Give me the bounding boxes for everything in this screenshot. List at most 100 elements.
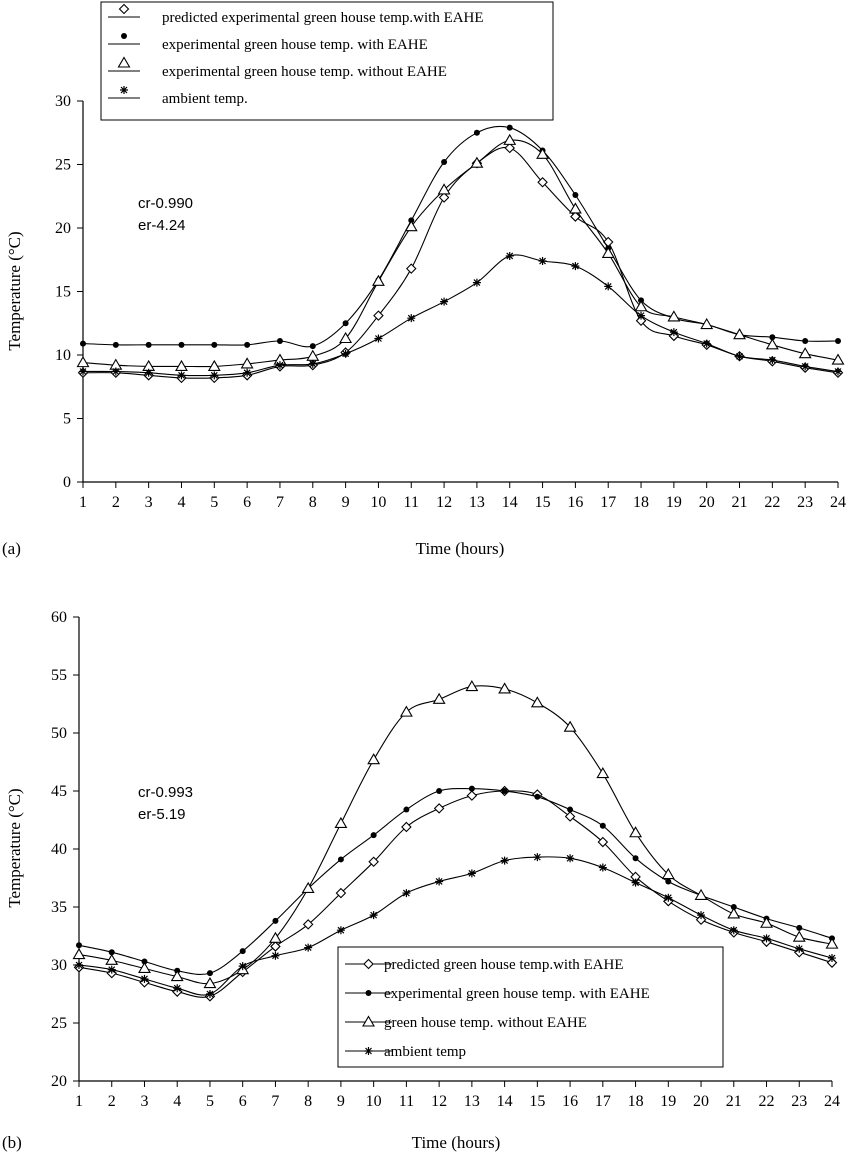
legend-label: ambient temp [384, 1044, 466, 1060]
data-point [473, 129, 480, 136]
x-axis-label-a: Time (hours) [416, 539, 505, 558]
data-point [498, 682, 512, 694]
annotation-cr-a: cr-0.990 [138, 195, 193, 212]
data-point [570, 211, 581, 222]
legend-label: experimental green house temp. with EAHE [384, 986, 650, 1002]
legend-a: predicted experimental green house temp.… [108, 3, 484, 107]
data-point [173, 984, 182, 993]
data-point [111, 367, 120, 376]
data-point [335, 887, 347, 899]
data-point [341, 349, 350, 358]
legend-label: green house temp. without EAHE [384, 1015, 587, 1031]
x-tick-label: 17 [600, 494, 616, 511]
data-point [468, 785, 475, 792]
data-point [72, 947, 86, 960]
y-tick-label: 55 [51, 667, 67, 684]
x-tick-label: 6 [243, 494, 251, 511]
data-point [337, 856, 344, 863]
data-point [730, 904, 737, 910]
data-point [466, 790, 478, 801]
data-point [567, 806, 574, 813]
annotation-er-a: er-4.24 [138, 217, 186, 234]
x-tick-label: 15 [529, 1093, 545, 1110]
data-point [505, 251, 514, 260]
data-point [144, 368, 153, 377]
data-point [727, 907, 741, 919]
data-point [632, 855, 639, 862]
data-point [533, 853, 542, 862]
legend-label: predicted experimental green house temp.… [162, 10, 484, 26]
data-point [506, 124, 513, 131]
legend-label: ambient temp. [162, 91, 248, 107]
data-point [629, 826, 643, 838]
data-point [403, 806, 410, 813]
data-point [238, 962, 247, 971]
data-point [801, 362, 810, 371]
y-tick-label: 60 [51, 609, 67, 626]
data-point [470, 156, 484, 168]
data-point [825, 937, 839, 949]
x-tick-label: 9 [337, 1093, 345, 1110]
x-tick-label: 1 [79, 494, 87, 511]
data-point [568, 202, 582, 214]
data-point [309, 343, 316, 350]
x-tick-label: 20 [699, 494, 715, 511]
data-point [405, 263, 417, 274]
data-point [105, 953, 119, 965]
data-point [244, 341, 251, 348]
legend-b: predicted green house temp.with EAHE expe… [345, 957, 650, 1060]
x-tick-label: 23 [791, 1093, 807, 1110]
data-point [308, 359, 317, 368]
y-tick-label: 10 [55, 347, 71, 364]
data-point [79, 367, 87, 376]
data-point [145, 341, 152, 348]
data-point [170, 970, 184, 982]
data-point [733, 328, 746, 340]
legend-marker-diamond [363, 958, 374, 970]
data-point [207, 359, 221, 371]
data-point [141, 958, 148, 965]
data-point [205, 990, 214, 998]
x-tick-label: 24 [830, 494, 846, 511]
x-tick-label: 13 [469, 494, 485, 511]
y-axis-label-a: Temperature (°C) [5, 231, 24, 350]
data-point [210, 371, 219, 380]
data-point [301, 881, 315, 893]
data-point [762, 934, 771, 943]
data-point [465, 680, 479, 692]
y-tick-label: 25 [51, 1015, 67, 1032]
data-point [598, 863, 607, 872]
y-tick-label: 25 [55, 157, 71, 174]
x-tick-label: 3 [140, 1093, 148, 1110]
data-point [597, 836, 609, 848]
data-point [206, 970, 213, 977]
data-point [828, 954, 836, 963]
data-point [664, 893, 673, 902]
data-point [211, 341, 218, 348]
data-point [566, 854, 575, 863]
data-point [760, 916, 773, 928]
data-point [437, 183, 451, 195]
x-tick-label: 16 [562, 1093, 578, 1110]
data-point [792, 930, 806, 942]
x-tick-label: 4 [173, 1093, 181, 1110]
data-point [80, 340, 86, 347]
data-point [175, 359, 188, 371]
data-point [270, 941, 281, 952]
data-point [433, 803, 445, 814]
data-point [536, 147, 550, 159]
series-line [82, 125, 839, 348]
legend-label: predicted green house temp.with EAHE [384, 957, 624, 973]
data-point [599, 822, 606, 829]
x-tick-label: 2 [108, 1093, 116, 1110]
data-point [563, 720, 577, 732]
series-line [82, 139, 839, 368]
x-tick-label: 20 [693, 1093, 709, 1110]
x-tick-label: 7 [276, 494, 284, 511]
series-line [82, 254, 839, 377]
data-point [564, 811, 576, 822]
data-point [177, 371, 186, 380]
series-line [78, 856, 833, 996]
y-tick-label: 30 [51, 957, 67, 974]
